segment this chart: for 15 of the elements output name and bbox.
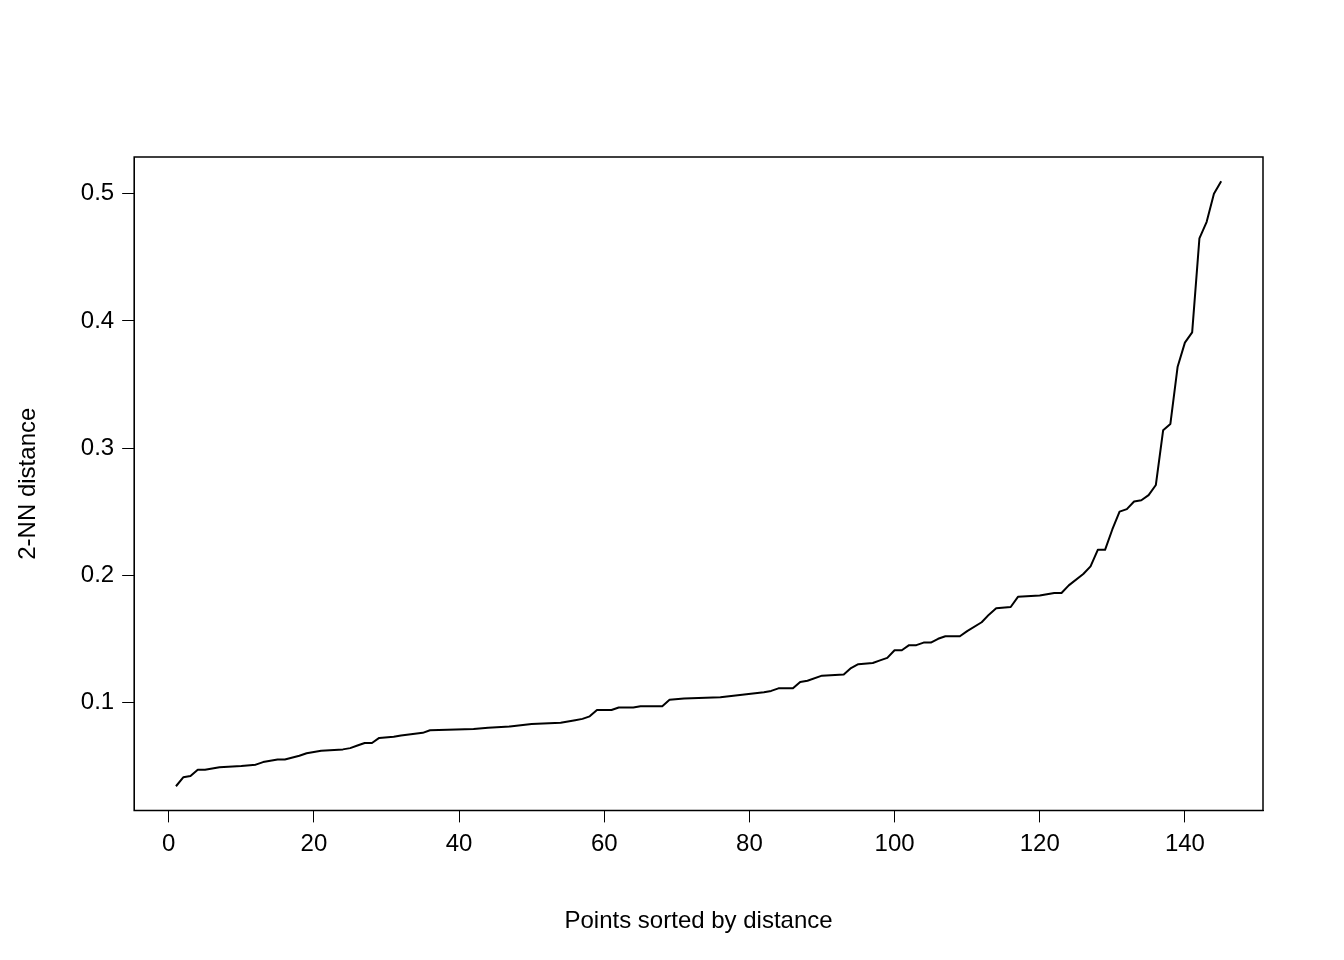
y-tick-label: 0.5 [80, 178, 115, 206]
y-tick-label: 0.2 [80, 559, 115, 587]
x-tick-label: 80 [736, 829, 763, 857]
y-axis-title: 2-NN distance [13, 407, 41, 560]
x-tick-label: 60 [590, 829, 618, 857]
x-tick-label: 140 [1164, 829, 1205, 857]
y-tick-label: 0.4 [80, 305, 115, 333]
x-tick-label: 40 [445, 829, 473, 857]
y-tick-label: 0.1 [80, 686, 115, 714]
y-tick-label: 0.3 [80, 432, 115, 460]
x-axis-title: Points sorted by distance [564, 906, 833, 934]
x-tick-label: 100 [874, 829, 915, 857]
x-tick-label: 20 [300, 829, 328, 857]
x-tick-label: 0 [162, 829, 176, 857]
x-tick-label: 120 [1019, 829, 1060, 857]
